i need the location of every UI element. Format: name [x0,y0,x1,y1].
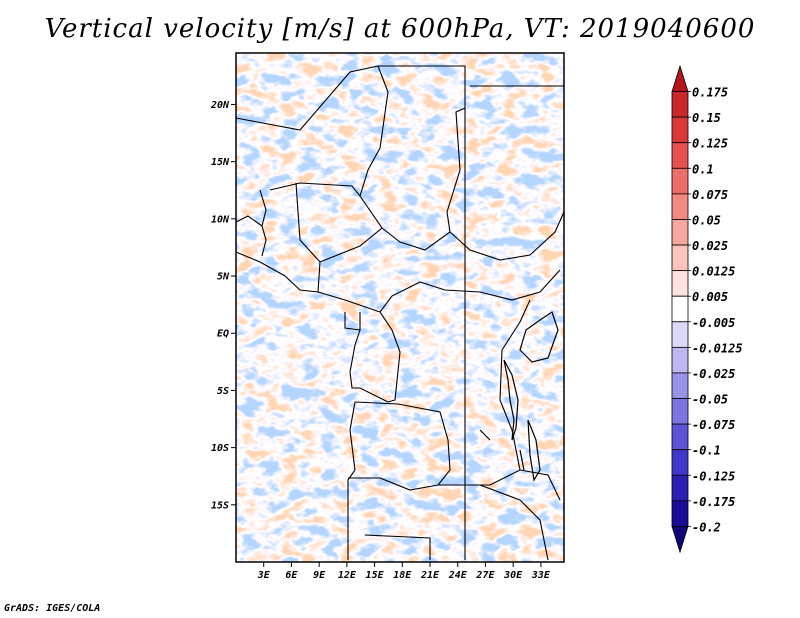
colorbar-segment [671,398,689,425]
lat-tick-label: 10N [211,214,230,225]
colorbar-segment [671,142,689,169]
colorbar-segment [671,167,689,195]
colorbar-label: 0.1 [692,162,714,176]
colorbar-segment [671,321,689,348]
lake-outlines [479,311,559,482]
colorbar-label: 0.0125 [692,265,735,279]
latitude-axis: 20N 15N 10N 5N EQ 5S 10S 15S [210,100,236,511]
lon-tick-label: 27E [475,570,495,581]
colorbar-segment [671,474,689,502]
lon-tick-label: 6E [285,570,298,581]
colorbar-segment [671,244,689,272]
colorbar-segment [671,295,689,323]
longitude-axis: 3E 6E 9E 12E 15E 18E 21E 24E 27E 30E 33E [257,562,551,581]
colorbar-label: 0.005 [692,290,728,304]
lon-tick-label: 24E [448,570,468,581]
lon-tick-label: 3E [257,570,271,581]
colorbar-label: -0.075 [692,418,735,432]
lon-tick-label: 18E [393,570,412,581]
lon-tick-label: 33E [531,570,551,581]
lon-tick-label: 12E [338,570,357,581]
colorbar-segment [671,423,689,451]
velocity-field [236,53,564,562]
map-title: Vertical velocity [m/s] at 600hPa, VT: 2… [44,14,756,44]
lat-tick-label: 10S [211,443,229,454]
colorbar-label: 0.05 [692,213,721,227]
colorbar-label: -0.025 [692,367,735,381]
colorbar-segment [671,219,689,246]
colorbar-label: 0.175 [692,86,728,100]
colorbar-segment [671,91,689,118]
colorbar-label: 0.15 [692,111,721,125]
colorbar-label: -0.175 [692,495,735,509]
lon-tick-label: 15E [366,570,385,581]
colorbar-segment [671,270,689,297]
colorbar: 0.175 0.15 0.125 0.1 0.075 0.05 0.025 0.0125 0.0… [671,64,743,554]
footer-credit: GrADS: IGES/COLA [4,603,101,614]
colorbar-segment [671,372,689,399]
colorbar-label: -0.005 [692,316,735,330]
lon-tick-label: 9E [313,570,326,581]
lat-tick-label: EQ [217,329,229,340]
colorbar-bottom-arrow [671,526,689,554]
colorbar-label: 0.075 [692,188,728,202]
colorbar-segment [671,116,689,144]
lat-tick-label: 5S [217,386,229,397]
colorbar-segment [671,449,689,476]
colorbar-segment [671,500,689,527]
colorbar-segment [671,193,689,220]
lon-tick-label: 21E [420,570,440,581]
colorbar-top-arrow [671,64,689,92]
lat-tick-label: 15N [211,157,230,168]
lat-tick-label: 5N [217,272,230,283]
colorbar-label: -0.1 [692,444,721,458]
country-boundaries [236,65,564,561]
map-frame [235,52,565,563]
colorbar-label: -0.05 [692,393,728,407]
lat-tick-label: 15S [211,500,229,511]
colorbar-label: -0.2 [692,520,721,534]
colorbar-label: 0.025 [692,239,728,253]
colorbar-segment [671,346,689,374]
colorbar-label: -0.0125 [692,341,743,355]
lon-tick-label: 30E [503,570,523,581]
lat-tick-label: 20N [210,100,230,111]
colorbar-label: 0.125 [692,137,728,151]
colorbar-label: -0.125 [692,469,735,483]
